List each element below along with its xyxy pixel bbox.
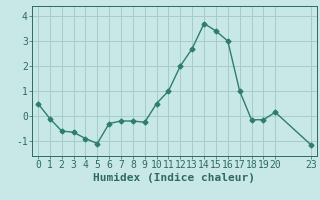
- X-axis label: Humidex (Indice chaleur): Humidex (Indice chaleur): [93, 173, 255, 183]
